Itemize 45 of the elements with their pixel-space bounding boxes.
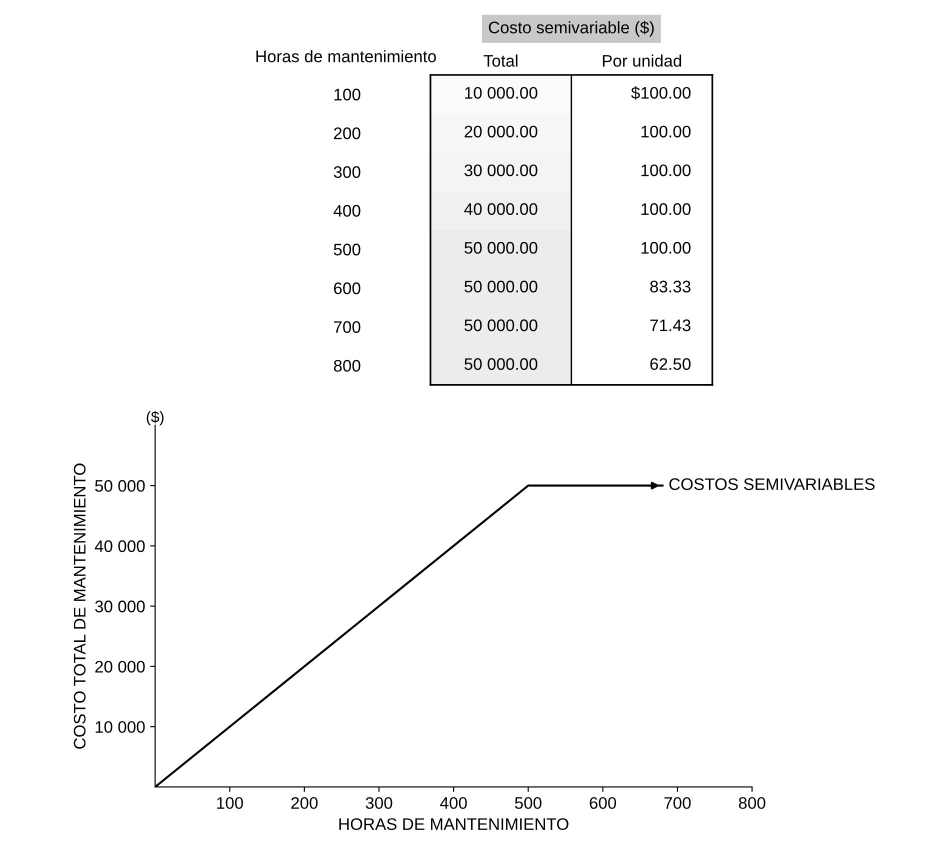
y-axis-title: COSTO TOTAL DE MANTENIMIENTO (74, 464, 86, 749)
y-tick-label: 800 (334, 360, 360, 372)
data-label: 83.33 (650, 280, 690, 292)
x-tick-label: Total (484, 54, 518, 67)
y-tick-label: 30 000 (95, 600, 145, 612)
y-tick-label: 100 (334, 88, 360, 100)
x-tick-label: 100 (217, 797, 244, 809)
x-tick-label: 700 (664, 797, 691, 809)
data-label: 50 000.00 (464, 319, 538, 332)
y-tick-label: 600 (334, 282, 360, 294)
x-tick-label: 200 (291, 797, 318, 809)
y-tick-label: 500 (334, 244, 360, 256)
data-label: 40 000.00 (464, 203, 538, 215)
x-axis-title: HORAS DE MANTENIMIENTO (339, 818, 568, 830)
y-tick-label: 40 000 (94, 540, 145, 552)
y-tick-label: 50 000 (95, 480, 145, 492)
text: ($) (146, 410, 164, 426)
data-label: 10 000.00 (465, 86, 538, 99)
data-label: 100.00 (641, 203, 691, 215)
data-label: 50 000.00 (464, 358, 538, 370)
y-tick-label: 400 (334, 204, 360, 217)
x-tick-label: 400 (440, 797, 467, 809)
data-label: 50 000.00 (464, 242, 538, 254)
y-tick-label: 300 (334, 166, 360, 178)
data-label: 62.50 (650, 358, 691, 370)
y-tick-label: 20 000 (95, 660, 145, 673)
x-tick-label: Por unidad (602, 54, 682, 67)
y-axis-title: Horas de mantenimiento (256, 50, 436, 62)
y-tick-label: 10 000 (96, 721, 145, 733)
data-label: 30 000.00 (464, 164, 538, 176)
x-tick-label: 600 (590, 797, 616, 809)
y-tick-label: 700 (334, 321, 360, 333)
data-label: 20 000.00 (464, 126, 538, 138)
x-tick-label: 800 (738, 797, 766, 809)
data-label: 100.00 (641, 126, 691, 138)
y-tick-label: 200 (334, 127, 360, 140)
x-tick-label: 300 (366, 797, 392, 809)
data-label: 100.00 (641, 242, 691, 254)
data-label: 100.00 (641, 164, 691, 176)
data-label: $100.00 (631, 86, 691, 100)
annotation: COSTOS SEMIVARIABLES (669, 478, 875, 490)
data-label: 50 000.00 (464, 280, 538, 292)
x-tick-label: 500 (514, 797, 542, 809)
data-label: 71.43 (650, 319, 690, 332)
chart-title: Costo semivariable ($) (488, 20, 654, 37)
